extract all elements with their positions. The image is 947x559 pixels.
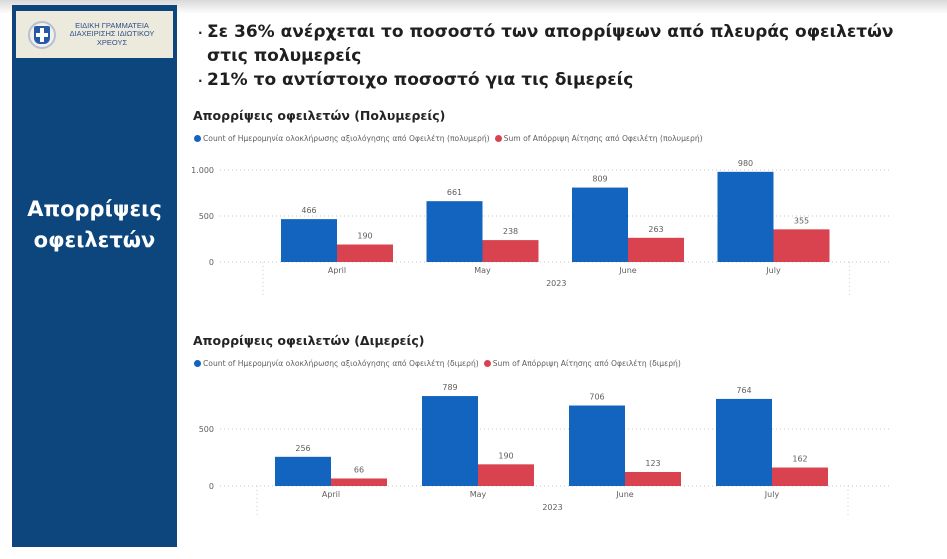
bullet-item: · Σε 36% ανέρχεται το ποσοστό των απορρί… [198, 20, 918, 68]
legend-item[interactable]: Sum of Απόρριψη Αίτησης από Οφειλέτη (πο… [494, 134, 703, 143]
data-label: 190 [498, 451, 513, 460]
bullet-text: 21% το αντίστοιχο ποσοστό για τις διμερε… [207, 70, 634, 90]
bullet-dot-icon: · [198, 74, 203, 88]
data-label: 263 [648, 225, 663, 234]
x-axis-label: 2023 [542, 503, 562, 512]
bullet-list: · Σε 36% ανέρχεται το ποσοστό των απορρί… [198, 20, 918, 94]
legend-swatch-blue-icon [194, 360, 201, 367]
data-label: 256 [295, 444, 310, 453]
data-label: 66 [354, 465, 364, 474]
bar-count [426, 201, 483, 262]
data-label: 706 [589, 393, 604, 402]
bar-count [422, 396, 478, 486]
bullet-dot-icon: · [198, 26, 203, 40]
legend-item[interactable]: Count of Ημερομηνία ολοκλήρωσης αξιολόγη… [194, 359, 479, 368]
section-title-line: Απορρίψεις [27, 197, 162, 221]
chart-title-multilateral: Απορρίψεις οφειλετών (Πολυμερείς) [193, 108, 446, 123]
legend-multilateral: Count of Ημερομηνία ολοκλήρωσης αξιολόγη… [194, 134, 708, 143]
bullet-item: · 21% το αντίστοιχο ποσοστό για τις διμε… [198, 68, 918, 94]
logo-text: ΕΙΔΙΚΗ ΓΡΑΜΜΑΤΕΙΑ ΔΙΑΧΕΙΡΙΣΗΣ ΙΔΙΩΤΙΚΟΥ … [66, 20, 158, 48]
data-label: 764 [736, 386, 751, 395]
legend-label: Count of Ημερομηνία ολοκλήρωσης αξιολόγη… [203, 134, 490, 143]
bar-sum [628, 237, 684, 262]
bar-sum [478, 464, 534, 486]
x-tick-label: June [618, 266, 637, 275]
y-tick-label: 0 [209, 258, 214, 267]
left-panel: ΕΙΔΙΚΗ ΓΡΑΜΜΑΤΕΙΑ ΔΙΑΧΕΙΡΙΣΗΣ ΙΔΙΩΤΙΚΟΥ … [12, 5, 177, 547]
data-label: 980 [738, 159, 753, 168]
legend-label: Sum of Απόρριψη Αίτησης από Οφειλέτη (δι… [492, 359, 681, 368]
y-tick-label: 500 [199, 212, 214, 221]
legend-label: Sum of Απόρριψη Αίτησης από Οφειλέτη (πο… [503, 134, 703, 143]
chart-title-bilateral: Απορρίψεις οφειλετών (Διμερείς) [193, 333, 425, 348]
data-label: 355 [794, 216, 809, 225]
bar-sum [625, 471, 681, 486]
top-shade [0, 0, 947, 14]
logo-line: ΔΙΑΧΕΙΡΙΣΗΣ ΙΔΙΩΤΙΚΟΥ [69, 29, 155, 39]
x-axis-label: 2023 [546, 279, 566, 288]
x-tick-label: May [470, 490, 487, 499]
section-title: Απορρίψεις οφειλετών [12, 194, 177, 256]
y-tick-label: 500 [199, 425, 214, 434]
y-tick-label: 0 [209, 482, 214, 491]
logo-line: ΕΙΔΙΚΗ ΓΡΑΜΜΑΤΕΙΑ [75, 20, 149, 30]
bullet-text: Σε 36% ανέρχεται το ποσοστό των απορρίψε… [207, 22, 894, 66]
legend-swatch-blue-icon [194, 135, 201, 142]
bar-count [569, 405, 625, 486]
legend-swatch-red-icon [483, 360, 491, 367]
bar-count [716, 398, 772, 486]
bar-count [717, 171, 774, 262]
x-tick-label: June [615, 490, 634, 499]
bar-count [275, 456, 331, 486]
y-tick-label: 1.000 [191, 166, 214, 175]
data-label: 809 [592, 175, 607, 184]
bar-chart-bilateral: 0 500 256 66 April 789 190 May 706 123 June 764 162 J… [199, 383, 890, 518]
legend-swatch-red-icon [494, 135, 502, 142]
logo: ΕΙΔΙΚΗ ΓΡΑΜΜΑΤΕΙΑ ΔΙΑΧΕΙΡΙΣΗΣ ΙΔΙΩΤΙΚΟΥ … [16, 11, 173, 58]
data-label: 789 [442, 383, 457, 392]
data-label: 123 [645, 459, 660, 468]
legend-bilateral: Count of Ημερομηνία ολοκλήρωσης αξιολόγη… [194, 359, 686, 368]
x-tick-label: July [765, 266, 781, 275]
legend-item[interactable]: Sum of Απόρριψη Αίτησης από Οφειλέτη (δι… [483, 359, 681, 368]
data-label: 661 [447, 188, 462, 197]
bar-sum [337, 244, 393, 262]
greek-emblem-icon [28, 20, 56, 49]
legend-label: Count of Ημερομηνία ολοκλήρωσης αξιολόγη… [203, 359, 479, 368]
logo-line: ΧΡΕΟΥΣ [96, 37, 128, 47]
bar-sum [773, 229, 830, 262]
data-label: 238 [503, 227, 518, 236]
x-tick-label: July [764, 490, 780, 499]
section-title-line: οφειλετών [33, 228, 156, 252]
data-label: 162 [792, 455, 807, 464]
bar-sum [772, 467, 828, 486]
x-tick-label: April [328, 266, 346, 275]
bar-sum [482, 240, 539, 262]
x-tick-label: April [322, 490, 340, 499]
data-label: 190 [357, 232, 372, 241]
bar-chart-multilateral: 0 500 1.000 466 190 April 661 238 May 809 263 June 9… [191, 159, 890, 295]
bar-count [281, 219, 337, 262]
x-tick-label: May [474, 266, 491, 275]
legend-item[interactable]: Count of Ημερομηνία ολοκλήρωσης αξιολόγη… [194, 134, 490, 143]
data-label: 466 [301, 206, 316, 215]
bar-count [572, 187, 628, 262]
bar-sum [331, 478, 387, 486]
